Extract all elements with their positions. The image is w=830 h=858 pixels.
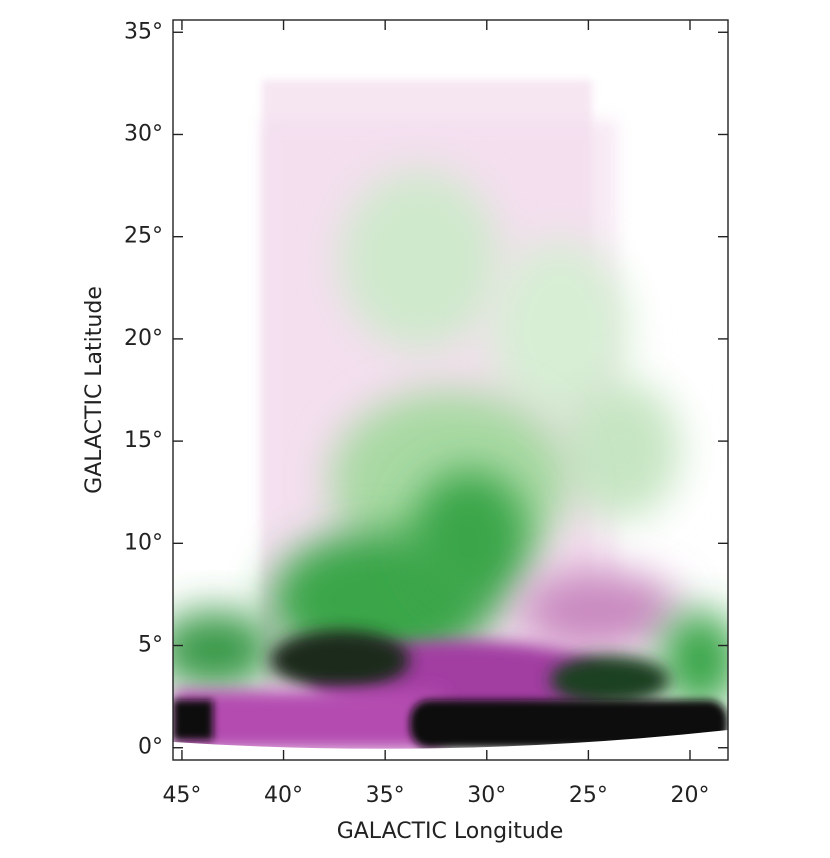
plot-frame (172, 19, 729, 761)
x-tick-label: 40° (264, 783, 303, 808)
x-tick-label: 45° (162, 783, 201, 808)
x-tick-label: 25° (569, 783, 608, 808)
y-tick-label: 35° (124, 19, 163, 44)
x-tick-label: 20° (670, 783, 709, 808)
y-tick-label: 30° (124, 121, 163, 146)
y-axis-label: GALACTIC Latitude (82, 286, 107, 494)
y-tick-label: 10° (124, 530, 163, 555)
x-tick-label: 30° (467, 783, 506, 808)
y-tick-label: 5° (138, 633, 163, 658)
y-tick-label: 25° (124, 224, 163, 249)
x-tick-label: 35° (366, 783, 405, 808)
y-tick-label: 0° (138, 735, 163, 760)
y-tick-label: 15° (124, 428, 163, 453)
sky-image (173, 20, 728, 760)
ticks: 45° 40° 35° 30° 25° 20° 0° 5° 10° 15° 20° 25° 30° 35° (124, 19, 728, 808)
x-axis-label: GALACTIC Longitude (337, 819, 564, 844)
y-tick-label: 20° (124, 326, 163, 351)
